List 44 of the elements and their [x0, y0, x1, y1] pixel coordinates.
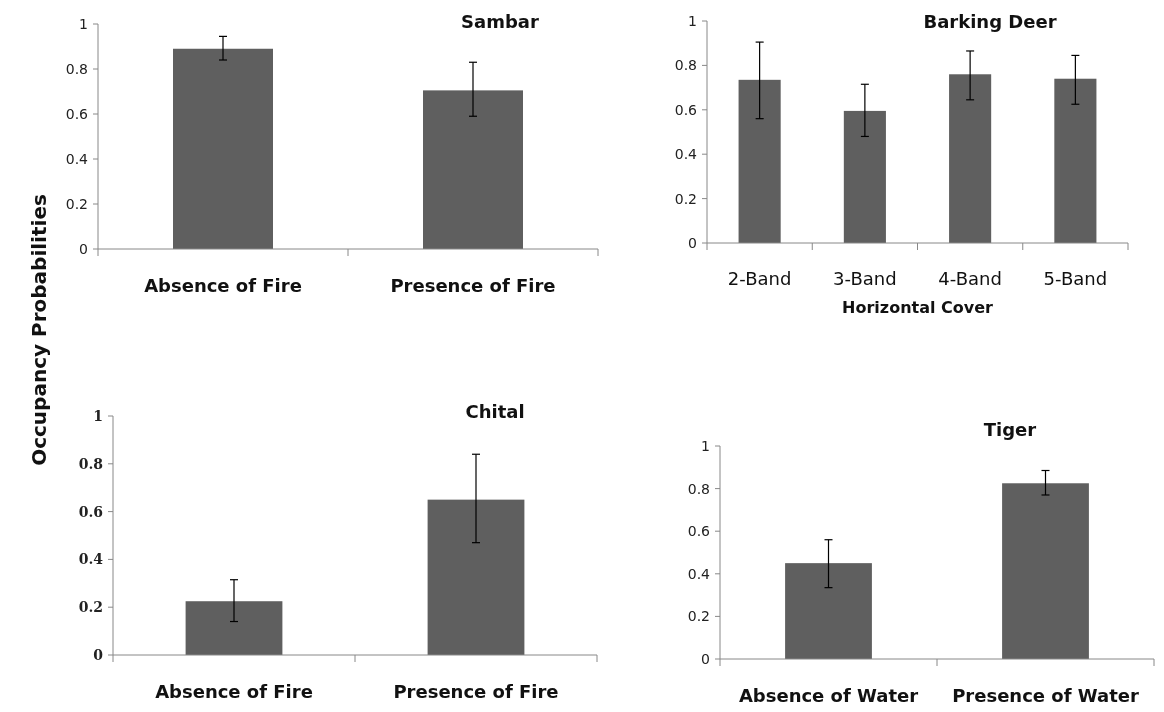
y-tick-label: 0	[79, 240, 88, 257]
bar	[949, 74, 992, 243]
y-tick-label: 1	[79, 15, 88, 32]
y-tick-label: 0.8	[65, 60, 88, 77]
y-tick-label: 0.2	[674, 190, 697, 207]
x-tick-label: Presence of Water	[952, 685, 1139, 706]
y-tick-label: 0.6	[78, 503, 103, 520]
bar	[843, 110, 886, 243]
y-axis-title: Occupancy Probabilities	[27, 194, 51, 466]
y-tick-label: 0.8	[78, 455, 103, 472]
x-tick-label: Presence of Fire	[393, 681, 559, 702]
bar	[1054, 78, 1097, 243]
chart-title: Sambar	[461, 11, 540, 32]
x-tick-label: Absence of Fire	[155, 681, 313, 702]
y-tick-label: 0.8	[674, 57, 697, 74]
y-tick-label: 1	[701, 437, 710, 454]
x-tick-label: 5-Band	[1043, 268, 1108, 289]
y-tick-label: 0.8	[687, 480, 710, 497]
x-tick-label: 3-Band	[833, 268, 897, 289]
x-tick-label: Absence of Fire	[144, 275, 302, 296]
x-tick-label: 2-Band	[727, 268, 792, 289]
y-tick-label: 0	[701, 650, 710, 667]
y-tick-label: 0	[93, 646, 104, 663]
bar	[738, 79, 781, 243]
chart-title: Chital	[465, 401, 525, 422]
y-tick-label: 0.4	[65, 150, 89, 167]
y-tick-label: 0.6	[674, 101, 698, 118]
y-tick-label: 0.4	[674, 146, 698, 163]
x-axis-title: Horizontal Cover	[842, 298, 994, 317]
x-tick-label: Presence of Fire	[390, 275, 556, 296]
y-tick-label: 0.6	[65, 105, 89, 122]
x-tick-label: 4-Band	[938, 268, 1002, 289]
y-tick-label: 0.6	[687, 523, 711, 540]
chart-title: Barking Deer	[923, 11, 1057, 32]
y-tick-label: 1	[93, 407, 103, 424]
y-tick-label: 0.4	[78, 551, 104, 568]
x-tick-label: Absence of Water	[738, 685, 919, 706]
chart-title: Tiger	[983, 419, 1037, 440]
y-tick-label: 0.2	[687, 608, 710, 625]
y-tick-label: 0.2	[65, 195, 88, 212]
y-tick-label: 0.2	[78, 599, 103, 616]
y-tick-label: 0	[688, 234, 697, 251]
y-tick-label: 1	[688, 12, 697, 29]
y-tick-label: 0.4	[687, 565, 711, 582]
